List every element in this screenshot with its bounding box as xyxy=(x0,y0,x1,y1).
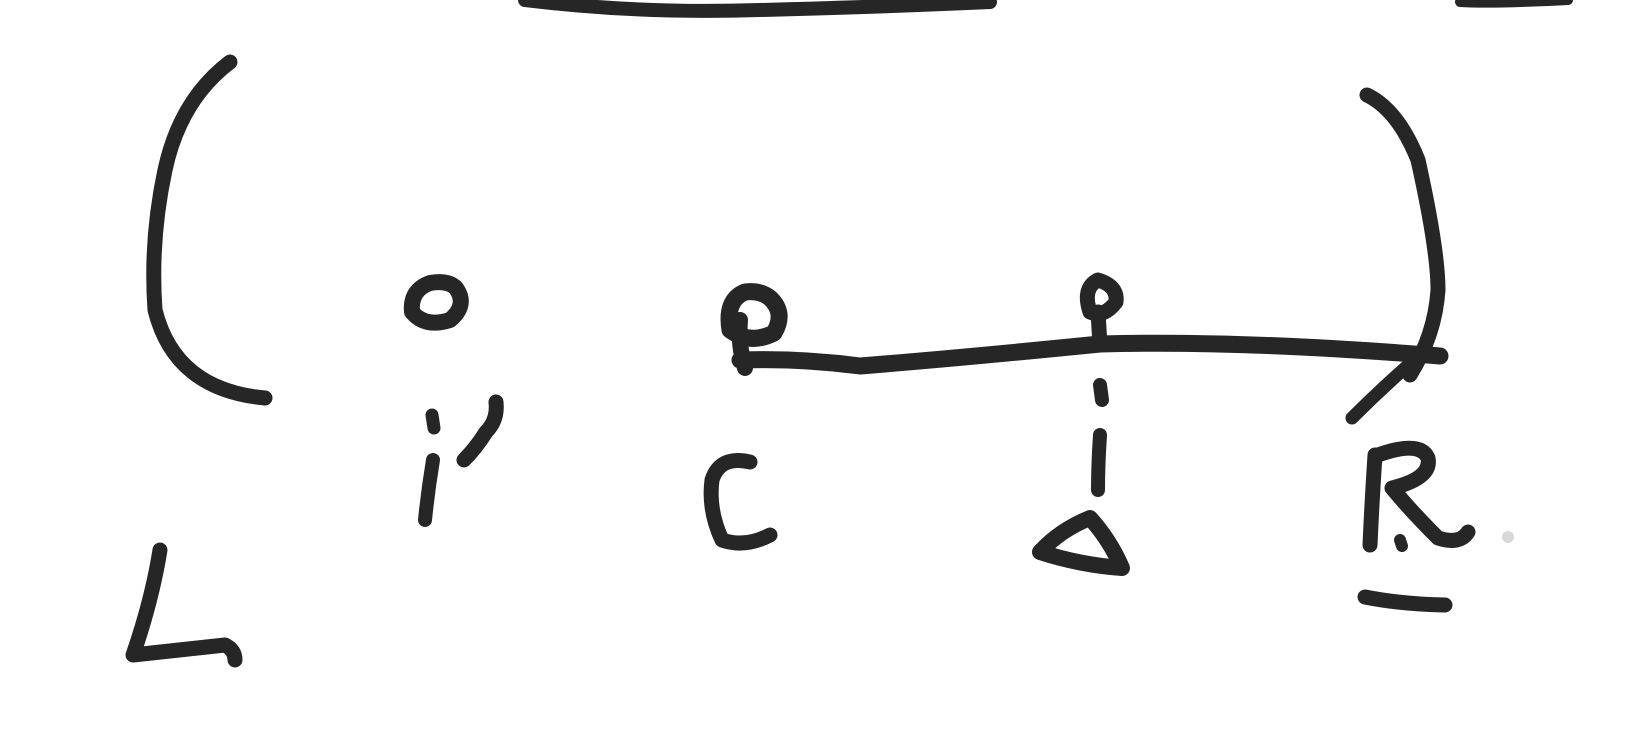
i-prime-point xyxy=(403,274,469,331)
r-end-tick xyxy=(1345,348,1427,425)
label-c-text: c xyxy=(712,447,767,564)
label-i-prime-mark xyxy=(456,394,504,468)
top-right-fragment xyxy=(1455,0,1573,8)
label-r-underline xyxy=(1357,589,1453,613)
label-i-prime-dot xyxy=(425,408,441,435)
label-r-text: R xyxy=(1372,452,1441,569)
label-r: R xyxy=(1357,440,1476,613)
top-edge-stroke xyxy=(518,0,997,18)
label-l-stroke xyxy=(125,542,243,668)
label-delta-stroke xyxy=(1032,510,1130,576)
label-l: L xyxy=(125,542,243,684)
label-i: i xyxy=(1091,378,1109,497)
label-i-prime: i' xyxy=(418,394,504,534)
label-delta-text: Δ xyxy=(1040,472,1108,589)
label-i-prime-stem xyxy=(418,453,440,527)
c-point-tail xyxy=(731,312,753,376)
label-i-stem xyxy=(1091,428,1107,497)
left-parenthesis xyxy=(146,54,273,406)
label-l-text: L xyxy=(130,567,186,684)
segment-line xyxy=(731,334,1449,375)
right-parenthesis xyxy=(1359,87,1446,383)
c-point xyxy=(720,283,788,347)
label-r-dot xyxy=(1394,534,1408,552)
label-c: c xyxy=(703,447,778,564)
label-c-stroke xyxy=(703,453,778,551)
label-r-stroke xyxy=(1362,440,1476,553)
i-point-stem xyxy=(1090,304,1108,353)
faint-speck xyxy=(1502,531,1514,543)
label-i-dot xyxy=(1093,378,1109,407)
label-delta: Δ xyxy=(1032,472,1130,589)
label-i-prime-text: i' xyxy=(418,417,473,534)
